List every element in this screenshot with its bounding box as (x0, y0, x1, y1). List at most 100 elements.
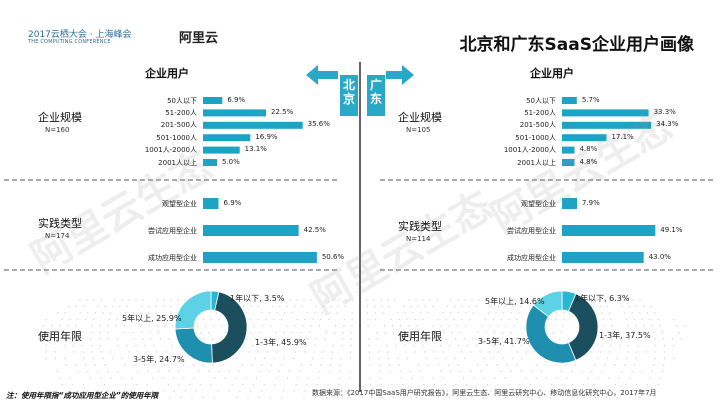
globe-dot (663, 357, 666, 360)
globe-dot (314, 344, 316, 347)
globe-dot (90, 331, 92, 334)
globe-dot (104, 305, 106, 308)
globe-dot (208, 331, 210, 334)
guangdong-bar-category: 201-500人 (519, 121, 556, 130)
globe-dot (418, 364, 420, 366)
globe-dot (439, 344, 442, 347)
beijing-bar-category: 501-1000人 (156, 133, 197, 142)
beijing-pie-label: 5年以上, 25.9% (122, 314, 182, 323)
globe-dot (676, 325, 678, 327)
globe-dot (82, 305, 85, 308)
globe-dot (633, 318, 636, 321)
globe-dot (133, 338, 135, 340)
globe-dot (370, 396, 372, 399)
globe-dot (114, 383, 117, 386)
guangdong-bar-category: 尝试应用型企业 (507, 226, 556, 235)
globe-dot (170, 299, 172, 301)
globe-dot (261, 312, 263, 314)
globe-dot (544, 390, 547, 392)
globe-dot (121, 357, 123, 360)
globe-dot (82, 331, 84, 334)
globe-dot (518, 383, 521, 386)
globe-dot (349, 357, 352, 360)
guangdong-bar-category: 2001人以上 (517, 158, 556, 167)
globe-dot (500, 318, 502, 321)
globe-dot (325, 396, 328, 399)
globe-dot (84, 364, 87, 366)
globe-dot (247, 299, 249, 301)
globe-dot (608, 312, 611, 314)
globe-dot (192, 364, 195, 366)
globe-dot (189, 383, 191, 386)
globe-dot (380, 377, 382, 379)
globe-dot (193, 377, 195, 379)
globe-dot (628, 338, 630, 340)
globe-dot (144, 344, 146, 347)
globe-dot (457, 390, 459, 392)
beijing-bar (203, 97, 223, 104)
globe-dot (402, 338, 405, 340)
globe-dot (604, 364, 606, 366)
globe-dot (577, 390, 580, 392)
globe-dot (213, 396, 216, 399)
beijing-pie-slice (211, 291, 248, 364)
beijing-bar (203, 198, 219, 209)
globe-dot (464, 299, 466, 301)
globe-dot (645, 351, 648, 353)
globe-dot (597, 299, 599, 301)
globe-dot (280, 364, 283, 366)
globe-dot (535, 377, 537, 379)
beijing-scale-n: N=160 (45, 126, 70, 134)
globe-dot (641, 370, 643, 373)
globe-dot (497, 325, 499, 327)
globe-dot (497, 305, 499, 308)
globe-dot (172, 325, 174, 327)
arrow-right-icon (386, 65, 414, 85)
globe-dot (54, 357, 57, 360)
globe-dot (516, 396, 518, 399)
globe-dot (454, 357, 456, 360)
globe-dot (406, 357, 409, 360)
guangdong-bar-value: 4.8% (579, 145, 598, 154)
globe-dot (58, 377, 61, 379)
beijing-bar (203, 121, 303, 129)
globe-dot (214, 377, 216, 379)
globe-dot (124, 318, 126, 321)
globe-dot (387, 299, 389, 301)
globe-dot (366, 299, 368, 301)
globe-dot (644, 331, 647, 334)
globe-dot (659, 377, 662, 379)
beijing-bar (203, 109, 266, 117)
globe-dot (490, 390, 492, 392)
globe-dot (164, 325, 166, 327)
beijing-bar-category: 2001人以上 (158, 158, 197, 167)
globe-dot (42, 325, 44, 327)
globe-dot (508, 383, 510, 386)
globe-dot (399, 325, 402, 327)
globe-dot (663, 364, 665, 366)
globe-dot (257, 305, 259, 308)
globe-dot (329, 364, 332, 366)
globe-dot (479, 390, 481, 392)
globe-dot (228, 370, 230, 373)
globe-dot (98, 331, 101, 334)
globe-dot (388, 305, 390, 308)
globe-dot (344, 305, 347, 308)
globe-dot (510, 370, 512, 373)
globe-dot (152, 377, 154, 379)
globe-dot (107, 331, 109, 334)
globe-dot (239, 351, 241, 353)
globe-dot (203, 338, 205, 340)
globe-dot (616, 396, 619, 399)
globe-dot (135, 299, 137, 301)
globe-dot (482, 396, 484, 399)
globe-dot (64, 312, 66, 314)
globe-dot (369, 364, 371, 366)
globe-dot (77, 318, 79, 321)
globe-dot (437, 396, 440, 399)
globe-dot (555, 364, 557, 366)
globe-dot (377, 351, 380, 353)
globe-dot (597, 377, 599, 379)
globe-dot (196, 325, 199, 327)
